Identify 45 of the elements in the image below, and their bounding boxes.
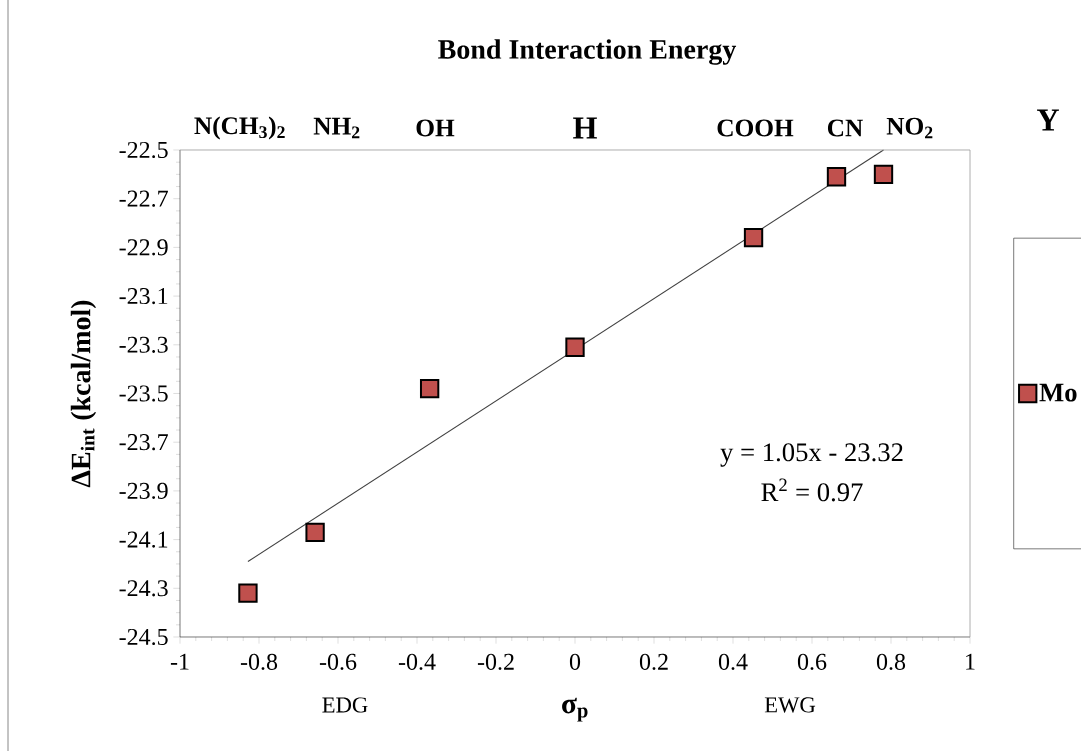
x-tick-label: -0.4 xyxy=(398,653,436,671)
x-tick-label: -0.8 xyxy=(240,653,278,671)
legend-title: Y xyxy=(1037,109,1059,131)
chart-title: Bond Interaction Energy xyxy=(438,39,737,65)
point xyxy=(826,167,847,187)
y-tick-label: -23.5 xyxy=(119,385,168,402)
y-axis-title: ΔE$_{int}$ (kcal/mol) xyxy=(70,300,97,488)
text: EWG xyxy=(764,697,816,713)
text: CN xyxy=(827,119,863,137)
point xyxy=(873,164,894,185)
x-tick-label: 0.4 xyxy=(718,653,748,671)
x-tick-label: -0.2 xyxy=(477,653,514,671)
x-tick-label: -0.6 xyxy=(319,653,357,671)
text: EDG xyxy=(322,697,368,713)
x-tick-label: -1 xyxy=(170,653,189,670)
point xyxy=(238,583,258,603)
text: H xyxy=(573,117,597,139)
point xyxy=(743,227,764,248)
y-tick-label: -24.5 xyxy=(119,628,168,646)
text: NO$_{2}$ xyxy=(886,117,933,139)
y-tick-label: -23.3 xyxy=(119,336,168,353)
annotation: y = 1.05x - 23.32 xyxy=(720,443,903,467)
x-tick-label: 0 xyxy=(569,653,581,670)
y-tick-label: -23.1 xyxy=(119,287,168,305)
point xyxy=(305,522,325,542)
legend-label: Mo xyxy=(1039,383,1077,402)
x-axis-title: σ$_{p}$ xyxy=(562,697,588,722)
text: N(CH$_{3}$)$_{2}$ xyxy=(194,116,285,140)
x-tick-label: 1 xyxy=(966,653,975,670)
text: OH xyxy=(416,119,455,137)
y-tick-label: -24.1 xyxy=(119,531,168,548)
point xyxy=(419,378,440,399)
point xyxy=(565,337,585,357)
y-tick-label: -23.7 xyxy=(119,434,168,451)
y-tick-label: -23.9 xyxy=(119,482,168,500)
text: NH$_{2}$ xyxy=(313,117,360,139)
y-tick-label: -22.9 xyxy=(119,239,168,256)
y-tick-label: -22.7 xyxy=(119,190,168,207)
x-tick-label: 0.2 xyxy=(639,653,668,671)
x-tick-label: 0.8 xyxy=(876,653,906,671)
text: COOH xyxy=(717,119,794,137)
x-tick-label: 0.6 xyxy=(797,653,827,671)
annotation: R$^{2}$ = 0.97 xyxy=(761,478,863,502)
y-tick-label: -22.5 xyxy=(119,141,168,159)
y-tick-label: -24.3 xyxy=(119,580,168,597)
